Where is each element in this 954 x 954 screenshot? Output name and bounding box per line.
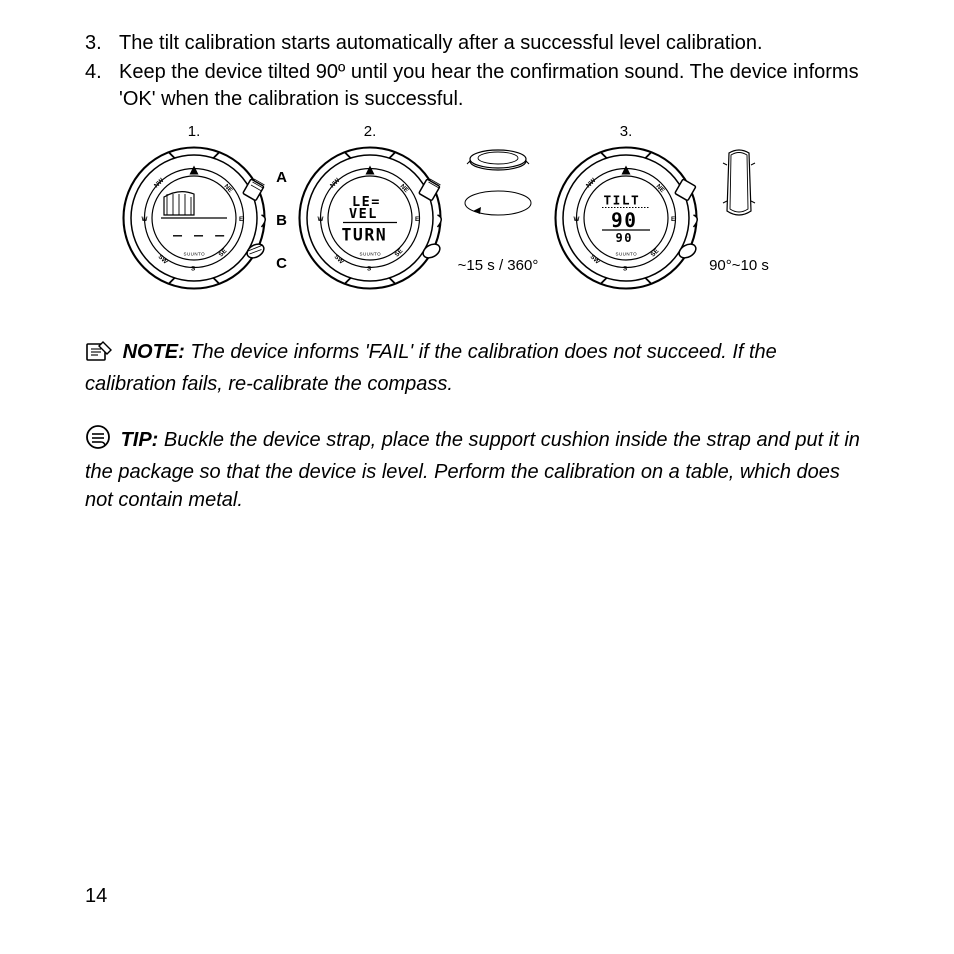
svg-text:90: 90 — [611, 209, 637, 232]
note-callout: NOTE: The device informs 'FAIL' if the c… — [85, 338, 869, 398]
button-labels: A B C — [276, 169, 287, 272]
rotation-caption: ~15 s / 360° — [458, 257, 539, 274]
svg-text:S: S — [623, 266, 627, 273]
rotation-diagram: ~15 s / 360° — [453, 141, 543, 274]
svg-text:SUUNTO: SUUNTO — [616, 252, 638, 257]
tip-callout: TIP: Buckle the device strap, place the … — [85, 424, 869, 514]
tilt-diagram: 90°~10 s — [709, 141, 769, 274]
label-b: B — [276, 212, 287, 229]
tip-body: Buckle the device strap, place the suppo… — [85, 429, 860, 511]
step-number: 3. — [85, 30, 119, 57]
svg-text:_ _ _: _ _ _ — [173, 219, 226, 237]
note-body: The device informs 'FAIL' if the calibra… — [85, 341, 777, 395]
svg-text:TILT: TILT — [604, 194, 641, 209]
figure-panel-3: 3. NE E SE S SW W NW SUUNTO — [551, 123, 701, 293]
note-icon — [85, 340, 113, 370]
svg-text:E: E — [415, 216, 419, 223]
watch-illustration-1: NE E SE S SW W NW SUUNTO — [119, 143, 269, 293]
figure-number: 3. — [620, 123, 633, 141]
rotation-icon — [453, 141, 543, 251]
calibration-figure: 1. NE E SE S SW W — [119, 123, 869, 298]
svg-text:E: E — [671, 216, 675, 223]
step-number: 4. — [85, 59, 119, 113]
svg-text:90: 90 — [616, 231, 633, 245]
step-4: 4. Keep the device tilted 90º until you … — [85, 59, 869, 113]
svg-text:S: S — [367, 266, 371, 273]
label-c: C — [276, 255, 287, 272]
figure-number: 2. — [364, 123, 377, 141]
svg-text:S: S — [191, 266, 195, 273]
tilt-icon — [709, 141, 769, 251]
figure-number: 1. — [188, 123, 201, 141]
tip-label: TIP: — [121, 429, 159, 451]
svg-text:E: E — [239, 216, 243, 223]
figure-panel-1: 1. NE E SE S SW W — [119, 123, 269, 298]
svg-text:W: W — [574, 216, 580, 223]
watch-illustration-2: NE E SE S SW W NW SUUNTO LE= — [295, 143, 445, 293]
step-text: The tilt calibration starts automaticall… — [119, 30, 763, 57]
svg-text:TURN: TURN — [342, 226, 388, 245]
step-text: Keep the device tilted 90º until you hea… — [119, 59, 869, 113]
watch-illustration-3: NE E SE S SW W NW SUUNTO TILT 90 — [551, 143, 701, 293]
figure-panel-2: 2. NE E SE S SW W NW SUUNTO — [295, 123, 445, 293]
instruction-steps: 3. The tilt calibration starts automatic… — [85, 30, 869, 113]
step-3: 3. The tilt calibration starts automatic… — [85, 30, 869, 57]
page-number: 14 — [85, 885, 107, 908]
svg-text:W: W — [142, 216, 148, 223]
tip-icon — [85, 424, 111, 458]
svg-text:SUUNTO: SUUNTO — [184, 252, 206, 257]
note-label: NOTE: — [123, 341, 185, 363]
svg-text:W: W — [318, 216, 324, 223]
svg-text:SUUNTO: SUUNTO — [360, 252, 382, 257]
tilt-caption: 90°~10 s — [709, 257, 769, 274]
svg-text:VEL: VEL — [349, 206, 378, 222]
label-a: A — [276, 169, 287, 186]
